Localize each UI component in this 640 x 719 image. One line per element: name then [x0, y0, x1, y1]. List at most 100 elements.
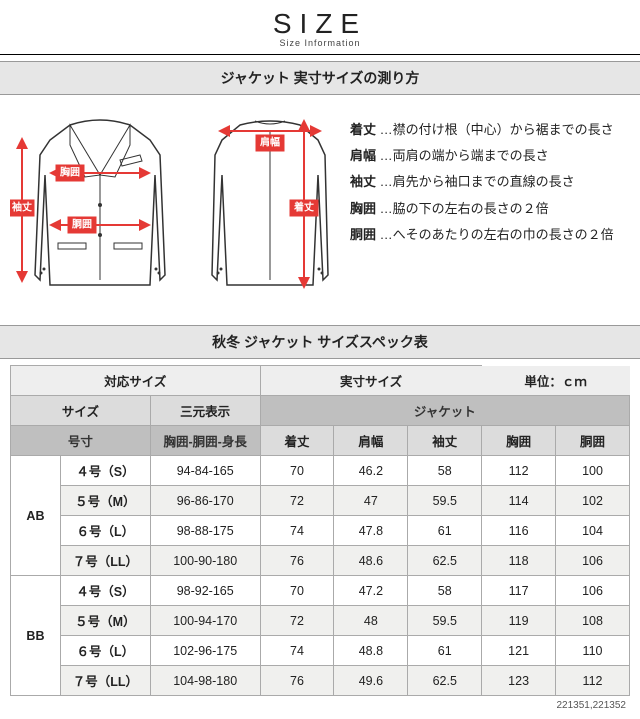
label-mune: 胸囲	[60, 166, 80, 179]
hdr-unit: 単位：ｃｍ	[482, 366, 630, 396]
body-type: BB	[11, 576, 61, 696]
table-row: ７号（LL）104-98-1807649.662.5123112	[11, 666, 630, 696]
size-cell: ７号（LL）	[60, 546, 150, 576]
sangen-cell: 104-98-180	[150, 666, 260, 696]
value-cell: 72	[260, 606, 334, 636]
value-cell: 76	[260, 666, 334, 696]
definition-line: 肩幅 …両肩の端から端までの長さ	[350, 147, 630, 165]
divider	[0, 54, 640, 55]
table-row: ５号（M）100-94-170724859.5119108	[11, 606, 630, 636]
label-kata: 肩幅	[260, 136, 280, 149]
size-title: SIZE	[0, 8, 640, 40]
body-type: AB	[11, 456, 61, 576]
jacket-back-diagram: 肩幅 着丈	[200, 105, 340, 305]
value-cell: 108	[556, 606, 630, 636]
sangen-cell: 98-88-175	[150, 516, 260, 546]
value-cell: 76	[260, 546, 334, 576]
hdr-c3: 袖丈	[408, 426, 482, 456]
size-cell: ４号（S）	[60, 576, 150, 606]
measure-area: 袖丈 胸囲 胴囲 肩幅 着丈 着丈 …襟の付け根（	[0, 95, 640, 319]
value-cell: 58	[408, 576, 482, 606]
value-cell: 48.6	[334, 546, 408, 576]
def-desc: …へそのあたりの左右の巾の長さの２倍	[376, 227, 614, 242]
value-cell: 47	[334, 486, 408, 516]
value-cell: 46.2	[334, 456, 408, 486]
value-cell: 74	[260, 516, 334, 546]
label-dou: 胴囲	[72, 219, 92, 231]
sangen-cell: 94-84-165	[150, 456, 260, 486]
value-cell: 70	[260, 576, 334, 606]
table-row: BB４号（S）98-92-1657047.258117106	[11, 576, 630, 606]
value-cell: 117	[482, 576, 556, 606]
size-cell: ７号（LL）	[60, 666, 150, 696]
def-desc: …肩先から袖口までの直線の長さ	[376, 174, 575, 189]
value-cell: 59.5	[408, 606, 482, 636]
definition-line: 胸囲 …脇の下の左右の長さの２倍	[350, 200, 630, 218]
definitions: 着丈 …襟の付け根（中心）から裾までの長さ肩幅 …両肩の端から端までの長さ袖丈 …	[350, 105, 630, 305]
value-cell: 106	[556, 546, 630, 576]
table-row: ５号（M）96-86-170724759.5114102	[11, 486, 630, 516]
label-sode: 袖丈	[11, 201, 32, 214]
size-cell: ５号（M）	[60, 606, 150, 636]
hdr-jissun: 実寸サイズ	[260, 366, 482, 396]
sangen-cell: 100-90-180	[150, 546, 260, 576]
size-header: SIZE Size Information	[0, 0, 640, 50]
value-cell: 123	[482, 666, 556, 696]
hdr-sangen2: 胸囲-胴囲-身長	[150, 426, 260, 456]
hdr-c4: 胸囲	[482, 426, 556, 456]
def-term: 袖丈	[350, 174, 376, 189]
value-cell: 48.8	[334, 636, 408, 666]
value-cell: 61	[408, 516, 482, 546]
value-cell: 112	[556, 666, 630, 696]
hdr-c5: 胴囲	[556, 426, 630, 456]
def-desc: …襟の付け根（中心）から裾までの長さ	[376, 122, 614, 137]
value-cell: 74	[260, 636, 334, 666]
definition-line: 胴囲 …へそのあたりの左右の巾の長さの２倍	[350, 226, 630, 244]
value-cell: 62.5	[408, 666, 482, 696]
hdr-size: サイズ	[11, 396, 151, 426]
definition-line: 着丈 …襟の付け根（中心）から裾までの長さ	[350, 121, 630, 139]
value-cell: 59.5	[408, 486, 482, 516]
table-row: ７号（LL）100-90-1807648.662.5118106	[11, 546, 630, 576]
value-cell: 61	[408, 636, 482, 666]
value-cell: 48	[334, 606, 408, 636]
value-cell: 119	[482, 606, 556, 636]
size-cell: ５号（M）	[60, 486, 150, 516]
def-term: 着丈	[350, 122, 376, 137]
table-row: AB４号（S）94-84-1657046.258112100	[11, 456, 630, 486]
value-cell: 49.6	[334, 666, 408, 696]
value-cell: 47.8	[334, 516, 408, 546]
value-cell: 102	[556, 486, 630, 516]
label-kitake: 着丈	[293, 201, 314, 214]
value-cell: 72	[260, 486, 334, 516]
value-cell: 118	[482, 546, 556, 576]
value-cell: 70	[260, 456, 334, 486]
def-term: 胸囲	[350, 201, 376, 216]
band-measure: ジャケット 実寸サイズの測り方	[0, 61, 640, 95]
hdr-sangen: 三元表示	[150, 396, 260, 426]
value-cell: 121	[482, 636, 556, 666]
value-cell: 116	[482, 516, 556, 546]
hdr-taiou: 対応サイズ	[11, 366, 261, 396]
hdr-c2: 肩幅	[334, 426, 408, 456]
value-cell: 100	[556, 456, 630, 486]
value-cell: 106	[556, 576, 630, 606]
definition-line: 袖丈 …肩先から袖口までの直線の長さ	[350, 173, 630, 191]
jacket-front-diagram: 袖丈 胸囲 胴囲	[10, 105, 190, 305]
size-cell: ４号（S）	[60, 456, 150, 486]
size-subtitle: Size Information	[0, 38, 640, 48]
sangen-cell: 98-92-165	[150, 576, 260, 606]
def-desc: …両肩の端から端までの長さ	[376, 148, 549, 163]
value-cell: 58	[408, 456, 482, 486]
value-cell: 104	[556, 516, 630, 546]
sangen-cell: 100-94-170	[150, 606, 260, 636]
sangen-cell: 96-86-170	[150, 486, 260, 516]
value-cell: 47.2	[334, 576, 408, 606]
value-cell: 114	[482, 486, 556, 516]
def-term: 胴囲	[350, 227, 376, 242]
size-cell: ６号（L）	[60, 636, 150, 666]
size-cell: ６号（L）	[60, 516, 150, 546]
sangen-cell: 102-96-175	[150, 636, 260, 666]
band-spec: 秋冬 ジャケット サイズスペック表	[0, 325, 640, 359]
value-cell: 62.5	[408, 546, 482, 576]
